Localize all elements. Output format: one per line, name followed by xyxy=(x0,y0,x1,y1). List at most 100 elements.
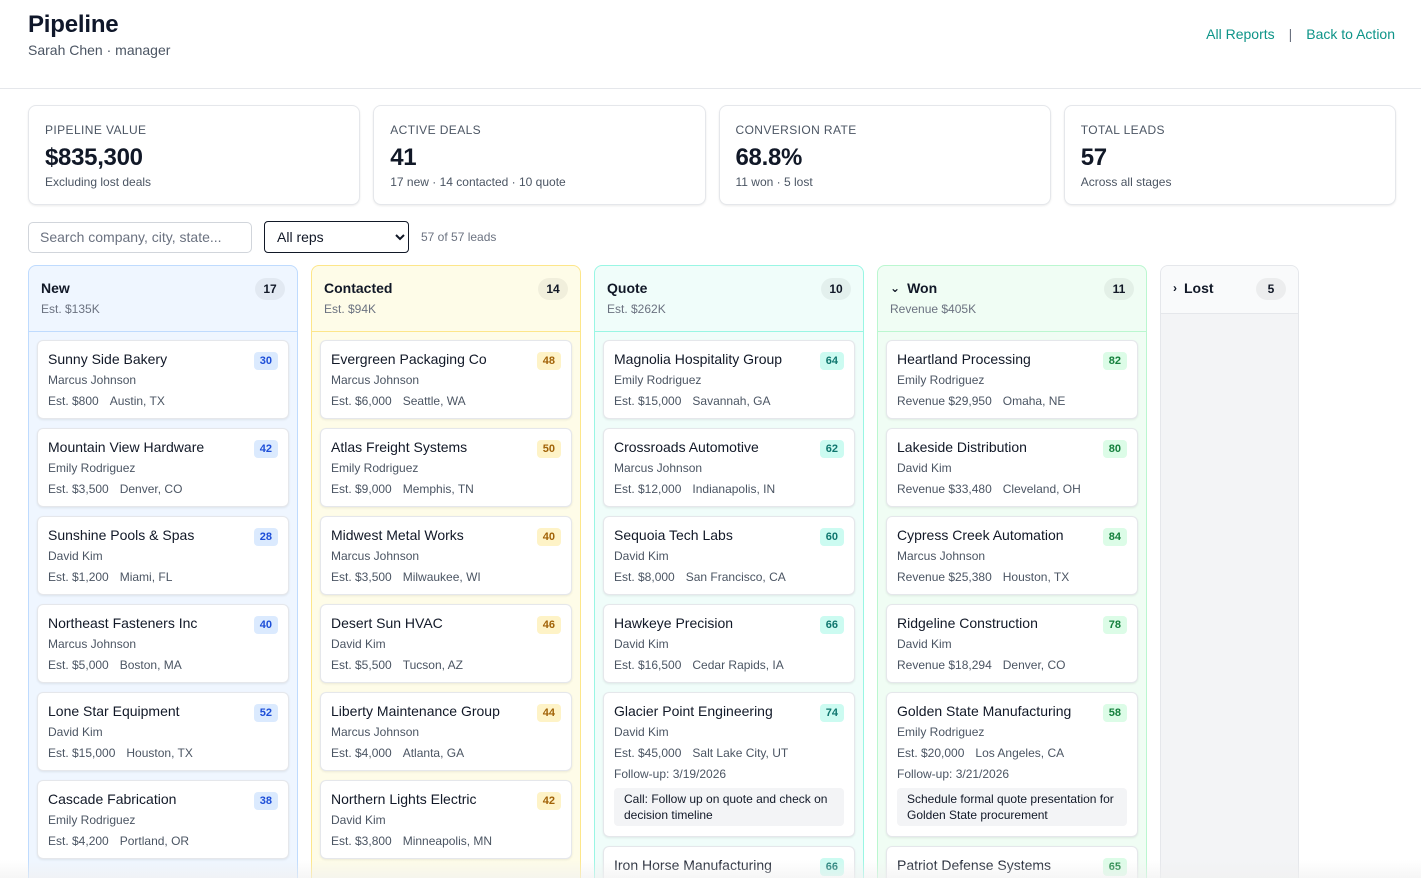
lead-company-name: Sunshine Pools & Spas xyxy=(48,527,195,543)
lead-card[interactable]: Iron Horse Manufacturing 66 xyxy=(603,846,855,878)
column-new: New Est. $135K 17 Sunny Side Bakery 30 Marcus… xyxy=(28,265,298,878)
lead-card[interactable]: Cypress Creek Automation 84 Marcus Johnson… xyxy=(886,516,1138,595)
lead-card[interactable]: Midwest Metal Works 40 Marcus Johnson Est. … xyxy=(320,516,572,595)
lead-card[interactable]: Lakeside Distribution 80 David Kim Revenue … xyxy=(886,428,1138,507)
column-title: New xyxy=(41,280,70,296)
lead-card[interactable]: Sunshine Pools & Spas 28 David Kim Est. $1,… xyxy=(37,516,289,595)
lead-meta: Est. $15,000 Houston, TX xyxy=(48,746,278,760)
lead-meta: Revenue $18,294 Denver, CO xyxy=(897,658,1127,672)
lead-follow-up: Follow-up: 3/19/2026 xyxy=(614,767,727,781)
lead-company-name: Heartland Processing xyxy=(897,351,1031,367)
lead-card[interactable]: Northern Lights Electric 42 David Kim Est. … xyxy=(320,780,572,859)
lead-card[interactable]: Hawkeye Precision 66 David Kim Est. $16,500… xyxy=(603,604,855,683)
lead-location: Denver, CO xyxy=(119,482,183,496)
lead-rep: Marcus Johnson xyxy=(897,549,986,563)
lead-card[interactable]: Sunny Side Bakery 30 Marcus Johnson Est. $8… xyxy=(37,340,289,419)
lead-card[interactable]: Northeast Fasteners Inc 40 Marcus Johnson E… xyxy=(37,604,289,683)
chevron-down-icon[interactable]: ⌄ xyxy=(890,281,901,295)
lead-meta: Est. $5,500 Tucson, AZ xyxy=(331,658,561,672)
lead-company-name: Midwest Metal Works xyxy=(331,527,464,543)
lead-score-badge: 38 xyxy=(253,792,278,810)
stat-value: 68.8% xyxy=(735,144,803,171)
lead-location: Miami, FL xyxy=(119,570,173,584)
lead-location: Salt Lake City, UT xyxy=(692,746,789,760)
lead-card[interactable]: Evergreen Packaging Co 48 Marcus Johnson Es… xyxy=(320,340,572,419)
lead-company-name: Lone Star Equipment xyxy=(48,703,180,719)
lead-value: Revenue $29,950 xyxy=(897,394,992,408)
lead-card[interactable]: Sequoia Tech Labs 60 David Kim Est. $8,000 S… xyxy=(603,516,855,595)
lead-card[interactable]: Desert Sun HVAC 46 David Kim Est. $5,500 Tuc… xyxy=(320,604,572,683)
lead-card[interactable]: Patriot Defense Systems 65 xyxy=(886,846,1138,878)
back-to-action-link[interactable]: Back to Action xyxy=(1306,26,1395,42)
lead-score-badge: 65 xyxy=(1102,858,1127,876)
lead-meta: Est. $8,000 San Francisco, CA xyxy=(614,570,844,584)
column-header[interactable]: ⌄ Won Revenue $405K 11 xyxy=(878,266,1146,332)
lead-score-badge: 28 xyxy=(253,528,278,546)
lead-rep: David Kim xyxy=(48,725,103,739)
lead-location: Seattle, WA xyxy=(402,394,466,408)
lead-card[interactable]: Cascade Fabrication 38 Emily Rodriguez Est.… xyxy=(37,780,289,859)
column-header[interactable]: › Lost 5 xyxy=(1161,266,1298,314)
all-reports-link[interactable]: All Reports xyxy=(1206,26,1275,42)
stat-subtext: Across all stages xyxy=(1080,175,1172,189)
lead-card[interactable]: Glacier Point Engineering 74 David Kim Est.… xyxy=(603,692,855,837)
lead-score-badge: 40 xyxy=(253,616,278,634)
stat-card-active-deals: ACTIVE DEALS 41 17 new · 14 contacted · … xyxy=(373,105,706,205)
top-bar: Pipeline Sarah Chen · manager All Report… xyxy=(0,0,1421,89)
lead-value: Revenue $25,380 xyxy=(897,570,992,584)
lead-value: Est. $9,000 xyxy=(331,482,392,496)
column-estimate: Est. $94K xyxy=(324,302,377,316)
lead-card[interactable]: Mountain View Hardware 42 Emily Rodriguez E… xyxy=(37,428,289,507)
filter-bar: All reps 57 of 57 leads xyxy=(28,221,496,253)
lead-note: Schedule formal quote presentation for G… xyxy=(897,788,1127,826)
column-title: Won xyxy=(907,280,938,296)
lead-location: Los Angeles, CA xyxy=(975,746,1065,760)
lead-card[interactable]: Liberty Maintenance Group 44 Marcus Johnso… xyxy=(320,692,572,771)
stat-value: $835,300 xyxy=(45,144,143,171)
lead-rep: Emily Rodriguez xyxy=(48,813,136,827)
lead-score-badge: 64 xyxy=(819,352,844,370)
lead-meta: Revenue $25,380 Houston, TX xyxy=(897,570,1127,584)
column-lost: › Lost 5 xyxy=(1160,265,1299,878)
column-title: Quote xyxy=(607,280,648,296)
lead-score-badge: 78 xyxy=(1102,616,1127,634)
chevron-right-icon[interactable]: › xyxy=(1173,281,1177,295)
lead-card[interactable]: Ridgeline Construction 78 David Kim Revenue… xyxy=(886,604,1138,683)
lead-score-badge: 82 xyxy=(1102,352,1127,370)
lead-rep: Emily Rodriguez xyxy=(614,373,702,387)
card-list: Magnolia Hospitality Group 64 Emily Rodrig… xyxy=(595,332,863,878)
lead-card[interactable]: Atlas Freight Systems 50 Emily Rodriguez Es… xyxy=(320,428,572,507)
lead-company-name: Sunny Side Bakery xyxy=(48,351,168,367)
stat-subtext: 11 won · 5 lost xyxy=(735,175,813,189)
lead-score-badge: 80 xyxy=(1102,440,1127,458)
lead-card[interactable]: Crossroads Automotive 62 Marcus Johnson Est… xyxy=(603,428,855,507)
lead-company-name: Evergreen Packaging Co xyxy=(331,351,487,367)
lead-location: Savannah, GA xyxy=(692,394,771,408)
lead-company-name: Lakeside Distribution xyxy=(897,439,1027,455)
lead-meta: Est. $1,200 Miami, FL xyxy=(48,570,278,584)
column-title-row: › Lost xyxy=(1173,280,1286,296)
stat-card-conversion-rate: CONVERSION RATE 68.8% 11 won · 5 lost xyxy=(718,105,1051,205)
card-list: Sunny Side Bakery 30 Marcus Johnson Est. $8… xyxy=(29,332,297,859)
lead-meta: Est. $3,500 Denver, CO xyxy=(48,482,278,496)
column-contacted: Contacted Est. $94K 14 Evergreen Packaging … xyxy=(311,265,581,878)
lead-card[interactable]: Magnolia Hospitality Group 64 Emily Rodrig… xyxy=(603,340,855,419)
lead-company-name: Iron Horse Manufacturing xyxy=(614,857,772,873)
lead-meta: Est. $20,000 Los Angeles, CA xyxy=(897,746,1127,760)
stat-label: CONVERSION RATE xyxy=(735,123,857,137)
lead-value: Est. $4,200 xyxy=(48,834,109,848)
lead-score-badge: 52 xyxy=(253,704,278,722)
lead-card[interactable]: Heartland Processing 82 Emily Rodriguez Rev… xyxy=(886,340,1138,419)
lead-location: Cleveland, OH xyxy=(1002,482,1081,496)
lead-card[interactable]: Golden State Manufacturing 58 Emily Rodrig… xyxy=(886,692,1138,837)
lead-rep: Marcus Johnson xyxy=(331,725,420,739)
lead-location: Austin, TX xyxy=(109,394,165,408)
column-count-badge: 5 xyxy=(1256,278,1286,300)
lead-card[interactable]: Lone Star Equipment 52 David Kim Est. $15,0… xyxy=(37,692,289,771)
lead-meta: Est. $4,200 Portland, OR xyxy=(48,834,278,848)
search-input[interactable] xyxy=(28,221,252,253)
lead-location: Indianapolis, IN xyxy=(692,482,776,496)
rep-filter-select[interactable]: All reps xyxy=(264,221,409,253)
lead-meta: Est. $12,000 Indianapolis, IN xyxy=(614,482,844,496)
lead-rep: David Kim xyxy=(614,725,669,739)
